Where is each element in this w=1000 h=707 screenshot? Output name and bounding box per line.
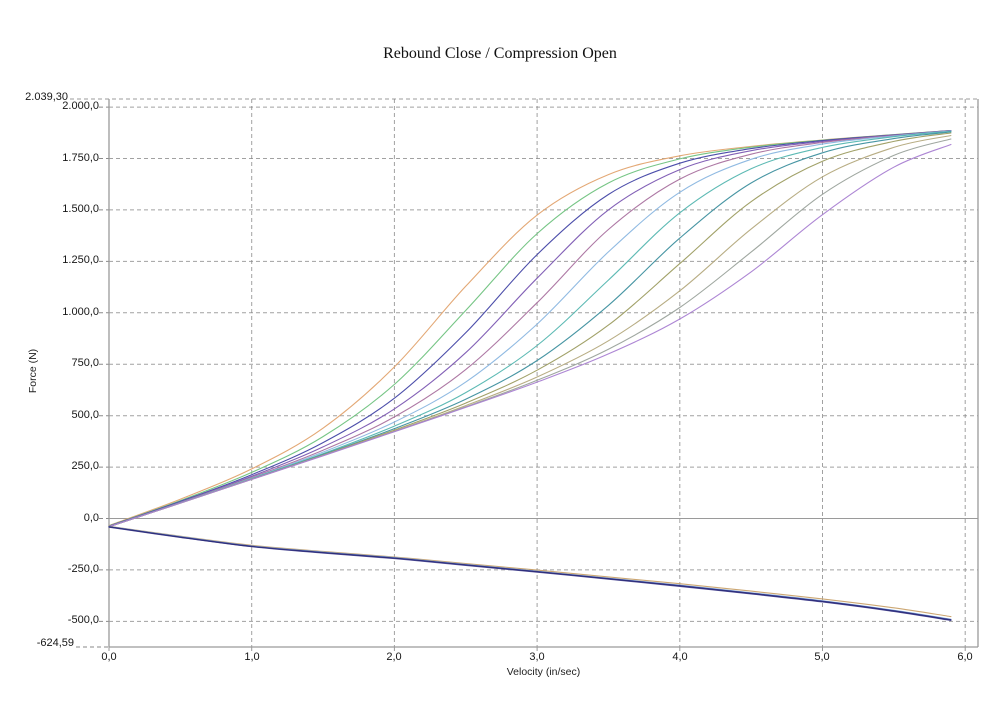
series-rebound_12_violet [108, 143, 952, 528]
x-tick-label: 1,0 [244, 651, 260, 663]
chart-title: Rebound Close / Compression Open [383, 45, 617, 62]
y-tick-label: 250,0 [71, 460, 99, 472]
y-tick-label: -250,0 [67, 563, 99, 575]
series-rebound_4_purple [108, 130, 952, 527]
series-rebound_5_plum [108, 130, 952, 528]
series-rebound_1_orange [108, 129, 952, 527]
y-tick-label: 500,0 [71, 409, 99, 421]
y-tick-label: 2.000,0 [62, 100, 99, 112]
x-tick-label: 6,0 [957, 651, 973, 663]
series-compression_4_indigo [108, 526, 952, 622]
y-axis-min-label: -624,59 [36, 637, 74, 649]
series-rebound_11_gray [108, 138, 952, 528]
y-tick-label: 750,0 [71, 357, 99, 369]
y-tick-label: -500,0 [67, 614, 99, 626]
x-tick-label: 5,0 [814, 651, 830, 663]
series-rebound_3_navy [108, 129, 952, 527]
x-tick-label: 2,0 [386, 651, 402, 663]
y-tick-label: 1.000,0 [62, 306, 99, 318]
x-tick-label: 3,0 [529, 651, 545, 663]
x-tick-label: 0,0 [101, 651, 117, 663]
y-tick-label: 0,0 [83, 512, 99, 524]
x-tick-label: 4,0 [672, 651, 688, 663]
y-tick-label: 1.750,0 [62, 152, 99, 164]
y-tick-label: 1.500,0 [62, 203, 99, 215]
x-axis-title: Velocity (in/sec) [506, 666, 581, 678]
series-compression_5_darkblue [108, 526, 952, 621]
series-rebound_2_green [108, 129, 952, 527]
series-compression_3_navy [108, 526, 952, 621]
y-axis-max-label: 2.039,30 [25, 91, 68, 103]
series-compression_2_skyblue [108, 525, 952, 620]
y-tick-label: 1.250,0 [62, 254, 99, 266]
series-compression_1_tan [108, 525, 952, 618]
